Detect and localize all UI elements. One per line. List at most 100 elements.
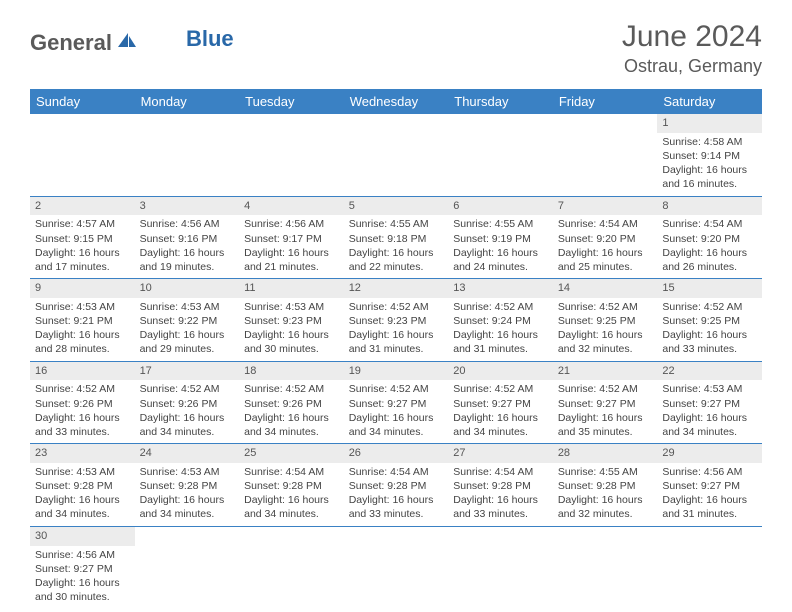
- sunset-line: Sunset: 9:28 PM: [244, 479, 339, 493]
- sunrise-line: Sunrise: 4:55 AM: [349, 217, 444, 231]
- sunset-line: Sunset: 9:27 PM: [662, 479, 757, 493]
- calendar-cell: 12Sunrise: 4:52 AMSunset: 9:23 PMDayligh…: [344, 279, 449, 362]
- location-label: Ostrau, Germany: [622, 56, 762, 77]
- day-number: 15: [657, 279, 762, 298]
- calendar-row: 2Sunrise: 4:57 AMSunset: 9:15 PM Daylight…: [30, 196, 762, 279]
- calendar-cell: 28Sunrise: 4:55 AMSunset: 9:28 PMDayligh…: [553, 444, 658, 527]
- calendar-cell: 7Sunrise: 4:54 AMSunset: 9:20 PMDaylight…: [553, 196, 658, 279]
- sunrise-line: Sunrise: 4:56 AM: [35, 548, 130, 562]
- sunrise-line: Sunrise: 4:52 AM: [244, 382, 339, 396]
- calendar-cell: 8Sunrise: 4:54 AMSunset: 9:20 PMDaylight…: [657, 196, 762, 279]
- daylight-line: Daylight: 16 hours and 34 minutes.: [453, 411, 548, 439]
- sunset-line: Sunset: 9:26 PM: [35, 397, 130, 411]
- weekday-header: Monday: [135, 89, 240, 114]
- day-number: 25: [239, 444, 344, 463]
- calendar-cell: 21Sunrise: 4:52 AMSunset: 9:27 PMDayligh…: [553, 361, 658, 444]
- calendar-cell: [135, 114, 240, 196]
- daylight-line: Daylight: 16 hours and 34 minutes.: [349, 411, 444, 439]
- sunset-line: Sunset: 9:28 PM: [35, 479, 130, 493]
- logo-text-general: General: [30, 30, 112, 56]
- daylight-line: Daylight: 16 hours and 34 minutes.: [140, 411, 235, 439]
- calendar-cell: 24Sunrise: 4:53 AMSunset: 9:28 PMDayligh…: [135, 444, 240, 527]
- daylight-line: Daylight: 16 hours and 33 minutes.: [662, 328, 757, 356]
- calendar-cell: 10Sunrise: 4:53 AMSunset: 9:22 PMDayligh…: [135, 279, 240, 362]
- day-number: 18: [239, 362, 344, 381]
- calendar-cell: 5Sunrise: 4:55 AMSunset: 9:18 PMDaylight…: [344, 196, 449, 279]
- calendar-cell: 4Sunrise: 4:56 AMSunset: 9:17 PMDaylight…: [239, 196, 344, 279]
- daylight-line: Daylight: 16 hours and 31 minutes.: [349, 328, 444, 356]
- daylight-line: Daylight: 16 hours and 31 minutes.: [662, 493, 757, 521]
- calendar-cell: 29Sunrise: 4:56 AMSunset: 9:27 PMDayligh…: [657, 444, 762, 527]
- daylight-line: Daylight: 16 hours and 30 minutes.: [244, 328, 339, 356]
- calendar-cell: 18Sunrise: 4:52 AMSunset: 9:26 PMDayligh…: [239, 361, 344, 444]
- day-number: 12: [344, 279, 449, 298]
- day-number: 14: [553, 279, 658, 298]
- sunset-line: Sunset: 9:27 PM: [453, 397, 548, 411]
- calendar-cell: [448, 114, 553, 196]
- day-number: 23: [30, 444, 135, 463]
- calendar-row: 16Sunrise: 4:52 AMSunset: 9:26 PMDayligh…: [30, 361, 762, 444]
- sunset-line: Sunset: 9:24 PM: [453, 314, 548, 328]
- day-number: 24: [135, 444, 240, 463]
- sunrise-line: Sunrise: 4:56 AM: [662, 465, 757, 479]
- sunset-line: Sunset: 9:18 PM: [349, 232, 444, 246]
- calendar-cell: 3Sunrise: 4:56 AMSunset: 9:16 PMDaylight…: [135, 196, 240, 279]
- sunrise-line: Sunrise: 4:54 AM: [244, 465, 339, 479]
- day-number: 2: [30, 197, 135, 216]
- daylight-line: Daylight: 16 hours and 19 minutes.: [140, 246, 235, 274]
- day-number: 21: [553, 362, 658, 381]
- day-number: 11: [239, 279, 344, 298]
- day-number: 6: [448, 197, 553, 216]
- sunrise-line: Sunrise: 4:52 AM: [558, 300, 653, 314]
- sunrise-line: Sunrise: 4:53 AM: [244, 300, 339, 314]
- sunrise-line: Sunrise: 4:58 AM: [662, 135, 757, 149]
- daylight-line: Daylight: 16 hours and 32 minutes.: [558, 328, 653, 356]
- logo-text-blue: Blue: [186, 26, 234, 52]
- day-number: 20: [448, 362, 553, 381]
- sunset-line: Sunset: 9:23 PM: [349, 314, 444, 328]
- sunrise-line: Sunrise: 4:55 AM: [558, 465, 653, 479]
- day-number: 5: [344, 197, 449, 216]
- day-number: 8: [657, 197, 762, 216]
- title-block: June 2024 Ostrau, Germany: [622, 20, 762, 77]
- sunrise-line: Sunrise: 4:52 AM: [453, 382, 548, 396]
- calendar-cell: 17Sunrise: 4:52 AMSunset: 9:26 PMDayligh…: [135, 361, 240, 444]
- sunrise-line: Sunrise: 4:53 AM: [662, 382, 757, 396]
- calendar-cell: 6Sunrise: 4:55 AMSunset: 9:19 PMDaylight…: [448, 196, 553, 279]
- calendar-cell: [553, 114, 658, 196]
- calendar-cell: [30, 114, 135, 196]
- sunrise-line: Sunrise: 4:53 AM: [35, 300, 130, 314]
- sunset-line: Sunset: 9:28 PM: [453, 479, 548, 493]
- sunrise-line: Sunrise: 4:55 AM: [453, 217, 548, 231]
- calendar-cell: [344, 114, 449, 196]
- daylight-line: Daylight: 16 hours and 21 minutes.: [244, 246, 339, 274]
- day-number: 4: [239, 197, 344, 216]
- sunrise-line: Sunrise: 4:57 AM: [35, 217, 130, 231]
- day-number: 13: [448, 279, 553, 298]
- sunrise-line: Sunrise: 4:54 AM: [558, 217, 653, 231]
- sunset-line: Sunset: 9:15 PM: [35, 232, 130, 246]
- calendar-row: 23Sunrise: 4:53 AMSunset: 9:28 PMDayligh…: [30, 444, 762, 527]
- sunset-line: Sunset: 9:20 PM: [662, 232, 757, 246]
- calendar-row: 9Sunrise: 4:53 AMSunset: 9:21 PMDaylight…: [30, 279, 762, 362]
- sunset-line: Sunset: 9:26 PM: [244, 397, 339, 411]
- calendar-cell: 13Sunrise: 4:52 AMSunset: 9:24 PMDayligh…: [448, 279, 553, 362]
- calendar-cell: 26Sunrise: 4:54 AMSunset: 9:28 PMDayligh…: [344, 444, 449, 527]
- calendar-cell: 9Sunrise: 4:53 AMSunset: 9:21 PMDaylight…: [30, 279, 135, 362]
- day-number: 19: [344, 362, 449, 381]
- sunrise-line: Sunrise: 4:53 AM: [140, 465, 235, 479]
- daylight-line: Daylight: 16 hours and 34 minutes.: [35, 493, 130, 521]
- daylight-line: Daylight: 16 hours and 33 minutes.: [453, 493, 548, 521]
- sunrise-line: Sunrise: 4:53 AM: [140, 300, 235, 314]
- weekday-header: Tuesday: [239, 89, 344, 114]
- sunset-line: Sunset: 9:14 PM: [662, 149, 757, 163]
- weekday-header: Wednesday: [344, 89, 449, 114]
- daylight-line: Daylight: 16 hours and 31 minutes.: [453, 328, 548, 356]
- daylight-line: Daylight: 16 hours and 25 minutes.: [558, 246, 653, 274]
- day-number: 30: [30, 527, 135, 546]
- day-number: 3: [135, 197, 240, 216]
- day-number: 10: [135, 279, 240, 298]
- sunset-line: Sunset: 9:26 PM: [140, 397, 235, 411]
- calendar-cell: 30Sunrise: 4:56 AMSunset: 9:27 PMDayligh…: [30, 526, 135, 608]
- calendar-cell: 22Sunrise: 4:53 AMSunset: 9:27 PMDayligh…: [657, 361, 762, 444]
